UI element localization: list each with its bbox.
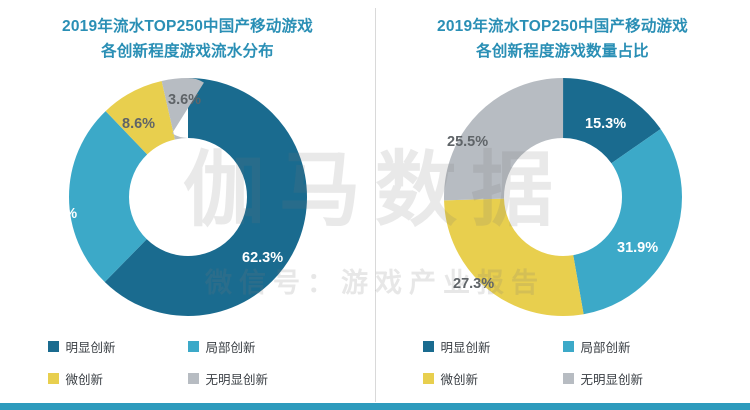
legend-label-count-2: 微创新: [440, 373, 479, 387]
slice-label-count-2: 27.3%: [453, 276, 495, 292]
legend-revenue: 明显创新 局部创新 微创新 无明显创新: [0, 337, 375, 388]
chart-title-revenue-line1: 2019年流水TOP250中国产移动游戏: [62, 18, 313, 35]
donut-slice-revenue-1: [68, 78, 307, 316]
legend-item-revenue-2[interactable]: 微创新: [47, 369, 188, 388]
chart-panel-count: 2019年流水TOP250中国产移动游戏 各创新程度游戏数量占比 15.3% 3…: [375, 0, 750, 410]
chart-title-count-line1: 2019年流水TOP250中国产移动游戏: [437, 18, 688, 35]
panel-divider: [375, 8, 376, 402]
donut-svg-revenue: [68, 78, 307, 316]
legend-swatch-icon-1: [562, 341, 574, 352]
legend-item-revenue-1[interactable]: 局部创新: [187, 337, 328, 356]
slice-label-revenue-0: 62.3%: [242, 250, 284, 266]
chart-panel-revenue: 2019年流水TOP250中国产移动游戏 各创新程度游戏流水分布 62.3% 2…: [0, 14, 375, 388]
legend-label-count-1: 局部创新: [580, 341, 631, 355]
donut-slice-count-3: [443, 78, 682, 316]
slice-label-revenue-3: 3.6%: [168, 92, 202, 108]
legend-label-count-0: 明显创新: [440, 341, 491, 355]
legend-swatch-icon-2: [47, 373, 59, 384]
bottom-accent-rule: [0, 403, 750, 410]
donut-chart-revenue-wrap: 62.3% 25.5% 8.6% 3.6%: [0, 72, 375, 332]
legend-item-count-0[interactable]: 明显创新: [422, 337, 563, 356]
legend-item-count-2[interactable]: 微创新: [422, 369, 563, 388]
legend-count: 明显创新 局部创新 微创新 无明显创新: [375, 337, 750, 388]
slice-label-revenue-1: 25.5%: [36, 206, 78, 222]
chart-title-revenue: 2019年流水TOP250中国产移动游戏 各创新程度游戏流水分布: [0, 14, 375, 64]
legend-swatch-icon-2: [422, 373, 434, 384]
donut-svg-count: [443, 78, 682, 316]
legend-label-count-3: 无明显创新: [580, 373, 644, 387]
slice-label-count-0: 15.3%: [585, 116, 627, 132]
slice-label-count-3: 25.5%: [447, 134, 489, 150]
donut-chart-count: [443, 78, 682, 316]
legend-item-count-3[interactable]: 无明显创新: [562, 369, 703, 388]
donut-slice-revenue-3: [68, 78, 307, 316]
donut-chart-count-wrap: 15.3% 31.9% 27.3% 25.5%: [375, 72, 750, 332]
legend-swatch-icon-3: [187, 373, 199, 384]
chart-title-count: 2019年流水TOP250中国产移动游戏 各创新程度游戏数量占比: [375, 14, 750, 64]
donut-chart-revenue: [68, 78, 307, 316]
donut-slice-count-2: [443, 78, 682, 316]
slice-label-revenue-2: 8.6%: [122, 116, 156, 132]
chart-title-revenue-line2: 各创新程度游戏流水分布: [101, 43, 274, 60]
legend-item-count-1[interactable]: 局部创新: [562, 337, 703, 356]
legend-swatch-icon-0: [47, 341, 59, 352]
legend-item-revenue-3[interactable]: 无明显创新: [187, 369, 328, 388]
legend-swatch-icon-0: [422, 341, 434, 352]
legend-item-revenue-0[interactable]: 明显创新: [47, 337, 188, 356]
legend-label-revenue-3: 无明显创新: [205, 373, 269, 387]
slice-label-count-1: 31.9%: [617, 240, 659, 256]
legend-label-revenue-2: 微创新: [65, 373, 104, 387]
legend-label-revenue-1: 局部创新: [205, 341, 256, 355]
legend-label-revenue-0: 明显创新: [65, 341, 116, 355]
legend-swatch-icon-3: [562, 373, 574, 384]
donut-slice-count-1: [443, 78, 682, 316]
legend-swatch-icon-1: [187, 341, 199, 352]
chart-title-count-line2: 各创新程度游戏数量占比: [476, 43, 649, 60]
